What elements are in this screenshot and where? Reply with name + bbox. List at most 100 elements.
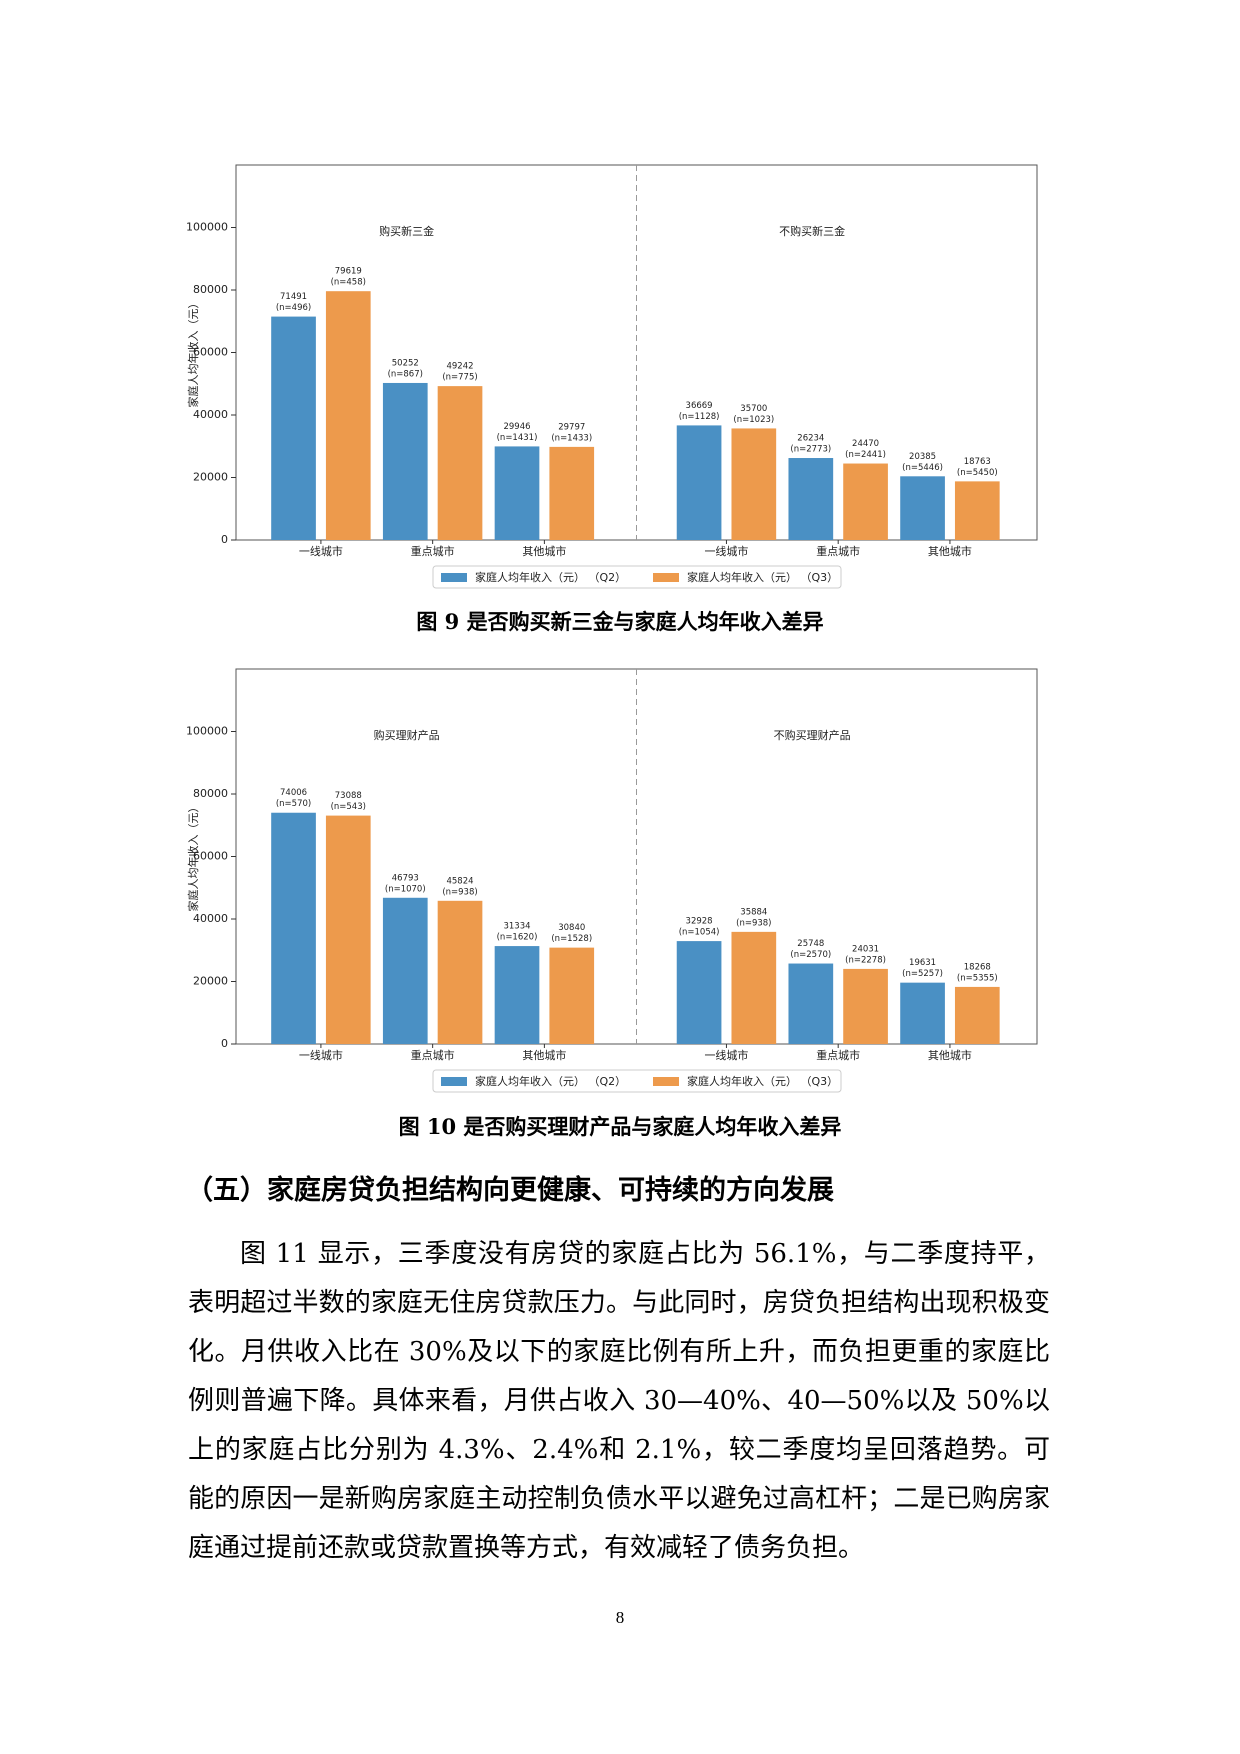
bar (843, 968, 888, 1044)
section-heading: （五）家庭房贷负担结构向更健康、可持续的方向发展 (186, 1175, 834, 1206)
count-label: (n=570) (276, 799, 311, 809)
legend-label: 家庭人均年收入（元） （Q3） (687, 570, 838, 584)
value-label: 29946 (503, 422, 530, 432)
x-tick-label: 一线城市 (704, 544, 748, 558)
count-label: (n=1023) (733, 415, 774, 425)
y-axis-label: 家庭人均年收入（元） (186, 802, 200, 912)
count-label: (n=1528) (551, 934, 592, 944)
bar (437, 900, 483, 1044)
bar (494, 446, 540, 540)
value-label: 46793 (392, 873, 419, 883)
paragraph: 图 11 显示，三季度没有房贷的家庭占比为 56.1%，与二季度持平，表明超过半… (188, 1239, 1050, 1563)
bar (437, 386, 483, 540)
count-label: (n=2278) (845, 955, 886, 965)
legend-swatch (441, 1077, 467, 1086)
value-label: 45824 (446, 876, 473, 886)
x-tick-label: 重点城市 (816, 544, 860, 558)
bar (382, 382, 428, 540)
x-tick-label: 重点城市 (411, 1048, 455, 1062)
bar (676, 425, 722, 540)
bar (271, 316, 316, 540)
value-label: 50252 (392, 358, 419, 368)
x-tick-label: 其他城市 (928, 544, 972, 558)
bar (382, 897, 428, 1044)
count-label: (n=775) (442, 373, 477, 383)
y-tick-label: 100000 (186, 725, 228, 738)
bar (954, 481, 1000, 540)
count-label: (n=5446) (902, 463, 943, 473)
caption: 图 9 是否购买新三金与家庭人均年收入差异 (416, 609, 824, 634)
count-label: (n=2570) (790, 950, 831, 960)
bar (325, 291, 371, 540)
value-label: 32928 (686, 917, 713, 927)
legend-frame (432, 565, 842, 589)
x-tick-label: 其他城市 (522, 544, 566, 558)
x-tick-label: 重点城市 (411, 544, 455, 558)
count-label: (n=5257) (902, 969, 943, 979)
value-label: 18763 (964, 457, 991, 467)
count-label: (n=867) (388, 369, 423, 379)
bar (549, 446, 595, 540)
count-label: (n=2773) (790, 445, 831, 455)
y-tick-label: 0 (221, 533, 228, 546)
y-tick-label: 80000 (193, 787, 228, 800)
value-label: 20385 (909, 452, 936, 462)
count-label: (n=1070) (385, 884, 426, 894)
y-tick-label: 80000 (193, 283, 228, 296)
count-label: (n=5355) (957, 973, 998, 983)
x-tick-label: 其他城市 (928, 1048, 972, 1062)
page-number: 8 (615, 1608, 625, 1627)
x-tick-label: 一线城市 (704, 1048, 748, 1062)
count-label: (n=1433) (551, 433, 592, 443)
y-tick-label: 60000 (193, 850, 228, 863)
value-label: 79619 (335, 267, 362, 277)
value-label: 73088 (335, 791, 362, 801)
bar (954, 986, 1000, 1044)
count-label: (n=458) (331, 278, 366, 288)
value-label: 24470 (852, 439, 879, 449)
value-label: 30840 (558, 923, 585, 933)
legend-label: 家庭人均年收入（元） （Q3） (687, 1074, 838, 1088)
count-label: (n=938) (736, 918, 771, 928)
count-label: (n=1128) (679, 412, 720, 422)
value-label: 36669 (686, 401, 713, 411)
value-label: 24031 (852, 944, 879, 954)
count-label: (n=938) (442, 887, 477, 897)
legend-swatch (441, 573, 467, 582)
value-label: 31334 (503, 922, 530, 932)
bar (494, 946, 540, 1044)
value-label: 49242 (446, 362, 473, 372)
value-label: 74006 (280, 788, 307, 798)
value-label: 35700 (740, 404, 767, 414)
y-axis-label: 家庭人均年收入（元） (186, 298, 200, 408)
legend-swatch (653, 573, 679, 582)
chart: 0 20000 40000 60000 80000 100000 家庭人均年收入（元） 购买理… (186, 668, 1038, 1093)
value-label: 18268 (964, 962, 991, 972)
bar (271, 812, 316, 1044)
y-tick-label: 0 (221, 1037, 228, 1050)
y-tick-label: 60000 (193, 346, 228, 359)
caption: 图 10 是否购买理财产品与家庭人均年收入差异 (398, 1114, 842, 1139)
count-label: (n=1054) (679, 928, 720, 938)
legend-label: 家庭人均年收入（元） （Q2） (475, 570, 626, 584)
y-tick-label: 100000 (186, 221, 228, 234)
y-tick-label: 40000 (193, 912, 228, 925)
y-tick-label: 40000 (193, 408, 228, 421)
chart: 0 20000 40000 60000 80000 100000 家庭人均年收入（元） 购买新… (186, 164, 1038, 589)
value-label: 26234 (797, 434, 824, 444)
bar (549, 947, 595, 1044)
bar (900, 982, 945, 1044)
legend-label: 家庭人均年收入（元） （Q2） (475, 1074, 626, 1088)
panel-title: 购买理财产品 (374, 728, 440, 742)
count-label: (n=1620) (497, 933, 538, 943)
count-label: (n=1431) (497, 433, 538, 443)
value-label: 29797 (558, 422, 585, 432)
bar (731, 428, 777, 540)
value-label: 25748 (797, 939, 824, 949)
bar (900, 476, 945, 540)
legend-swatch (653, 1077, 679, 1086)
count-label: (n=496) (276, 303, 311, 313)
bar (843, 463, 888, 540)
x-tick-label: 一线城市 (299, 1048, 343, 1062)
